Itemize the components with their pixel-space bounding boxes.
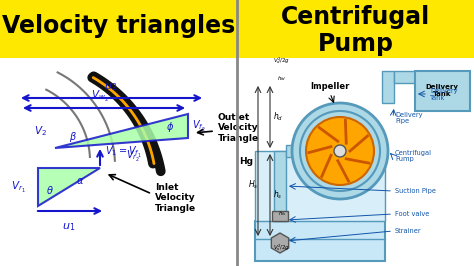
FancyBboxPatch shape — [272, 211, 288, 221]
Text: $\phi$: $\phi$ — [166, 120, 174, 134]
Text: $h_d$: $h_d$ — [273, 111, 283, 123]
Text: $V_{r_1}$: $V_{r_1}$ — [11, 180, 26, 194]
Text: $V_1 = V_{f_1}$: $V_1 = V_{f_1}$ — [105, 145, 142, 160]
Text: $h_{fs}$: $h_{fs}$ — [278, 209, 286, 218]
Circle shape — [306, 117, 374, 185]
Text: $V_d^2/2g$: $V_d^2/2g$ — [273, 55, 291, 66]
FancyBboxPatch shape — [382, 71, 394, 103]
FancyBboxPatch shape — [255, 151, 385, 221]
Circle shape — [300, 111, 380, 191]
FancyBboxPatch shape — [286, 145, 292, 157]
Circle shape — [292, 103, 388, 199]
Polygon shape — [55, 114, 188, 148]
Text: Hg: Hg — [239, 156, 253, 165]
FancyBboxPatch shape — [255, 221, 385, 261]
Text: $V_{r_2}$: $V_{r_2}$ — [126, 149, 140, 164]
Text: $V_{f_2}$: $V_{f_2}$ — [192, 118, 206, 134]
Text: Foot valve: Foot valve — [395, 211, 429, 217]
Text: Impeller: Impeller — [310, 82, 350, 91]
Text: $u_2$: $u_2$ — [104, 81, 118, 93]
Text: Delivery
Tank: Delivery Tank — [426, 85, 458, 98]
Text: Centrifugal
Pump: Centrifugal Pump — [395, 149, 432, 163]
Text: Delivery
Tank: Delivery Tank — [430, 88, 457, 101]
FancyBboxPatch shape — [394, 71, 415, 83]
FancyBboxPatch shape — [0, 58, 237, 266]
Text: Outlet
Velocity
Triangle: Outlet Velocity Triangle — [218, 113, 259, 143]
Text: $h_{fd}$: $h_{fd}$ — [277, 74, 287, 83]
Text: Suction Pipe: Suction Pipe — [395, 188, 436, 194]
Text: $u_1$: $u_1$ — [63, 221, 76, 233]
Text: Inlet
Velocity
Triangle: Inlet Velocity Triangle — [155, 183, 196, 213]
Text: Centrifugal: Centrifugal — [281, 5, 430, 30]
Circle shape — [334, 145, 346, 157]
Text: Velocity triangles: Velocity triangles — [2, 14, 235, 38]
FancyBboxPatch shape — [415, 71, 470, 111]
FancyBboxPatch shape — [274, 151, 286, 221]
FancyBboxPatch shape — [237, 58, 474, 266]
Text: $H_s$: $H_s$ — [247, 179, 258, 191]
Text: Pump: Pump — [318, 31, 393, 56]
Text: $V_{w_2}$: $V_{w_2}$ — [91, 89, 109, 104]
Polygon shape — [38, 168, 100, 206]
Text: $\theta$: $\theta$ — [46, 184, 54, 196]
Text: Delivery
Pipe: Delivery Pipe — [395, 111, 422, 124]
Text: $V_s^2/2g$: $V_s^2/2g$ — [273, 242, 291, 253]
Text: $\beta$: $\beta$ — [69, 130, 77, 144]
Text: Strainer: Strainer — [395, 228, 422, 234]
Text: $\alpha$: $\alpha$ — [76, 176, 84, 186]
Text: $V_2$: $V_2$ — [34, 124, 47, 138]
Text: $h_s$: $h_s$ — [273, 189, 283, 201]
